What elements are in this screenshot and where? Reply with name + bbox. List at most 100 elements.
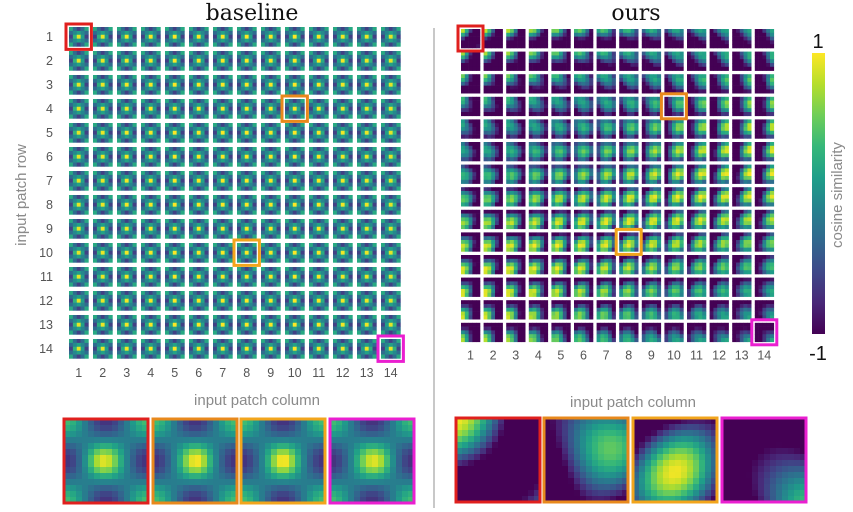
baseline-title: baseline: [206, 1, 299, 26]
heat-pixel: [372, 267, 377, 272]
heat-pixel: [72, 230, 78, 235]
heat-pixel: [248, 58, 253, 63]
heat-pixel: [176, 162, 181, 167]
heat-pixel: [220, 38, 225, 43]
heat-pixel: [300, 222, 305, 228]
heat-pixel: [357, 75, 362, 80]
heat-pixel: [96, 198, 102, 204]
heat-pixel: [368, 99, 373, 104]
heat-pixel: [344, 123, 349, 128]
heat-pixel: [344, 210, 349, 215]
heat-pixel: [372, 82, 377, 87]
heat-pixel: [348, 206, 353, 211]
heat-pixel: [152, 270, 157, 276]
heat-pixel: [108, 82, 113, 87]
heat-pixel: [156, 78, 161, 84]
patch-cell: [285, 219, 305, 239]
heat-pixel: [285, 134, 290, 139]
heat-pixel: [152, 123, 157, 128]
heat-pixel: [72, 99, 78, 104]
heat-pixel: [372, 134, 377, 139]
heat-pixel: [309, 270, 314, 276]
heat-pixel: [144, 102, 150, 108]
heat-pixel: [100, 150, 105, 156]
heat-pixel: [76, 82, 81, 87]
heat-pixel: [248, 234, 253, 239]
heat-pixel: [276, 243, 281, 248]
heat-pixel: [340, 150, 345, 156]
heat-pixel: [300, 158, 305, 163]
heat-pixel: [320, 58, 325, 63]
patch-cell: [381, 315, 401, 335]
heat-pixel: [76, 138, 81, 143]
heat-pixel: [224, 326, 229, 331]
heat-pixel: [189, 30, 194, 36]
heat-pixel: [76, 86, 81, 91]
heat-pixel: [141, 34, 146, 39]
heat-pixel: [172, 78, 177, 84]
patch-cell: [333, 195, 353, 215]
heat-pixel: [272, 267, 277, 272]
heat-pixel: [124, 38, 129, 43]
heat-pixel: [296, 243, 301, 248]
heat-pixel: [237, 58, 242, 63]
heat-pixel: [69, 126, 74, 132]
heat-pixel: [244, 106, 249, 111]
heat-pixel: [168, 270, 174, 276]
heat-pixel: [268, 234, 273, 239]
heat-pixel: [80, 198, 85, 204]
heat-pixel: [384, 123, 390, 128]
heat-pixel: [152, 62, 157, 67]
heat-pixel: [276, 315, 281, 320]
heat-pixel: [264, 254, 270, 259]
heat-pixel: [240, 82, 246, 87]
heat-pixel: [200, 66, 205, 71]
heat-pixel: [333, 230, 338, 235]
heat-pixel: [396, 198, 401, 204]
heat-pixel: [108, 298, 113, 303]
heat-pixel: [344, 282, 349, 287]
heat-pixel: [316, 267, 321, 272]
patch-cell: [309, 51, 329, 71]
heat-pixel: [120, 234, 126, 239]
heat-pixel: [72, 186, 78, 191]
heat-pixel: [104, 339, 109, 344]
heat-pixel: [364, 174, 369, 180]
heat-pixel: [124, 186, 129, 191]
heat-pixel: [80, 226, 85, 231]
heat-pixel: [213, 302, 218, 307]
heat-pixel: [172, 326, 177, 331]
heat-pixel: [240, 58, 246, 63]
heat-pixel: [224, 106, 229, 111]
heat-pixel: [276, 86, 281, 91]
heat-pixel: [272, 330, 277, 335]
heat-pixel: [357, 182, 362, 187]
heat-pixel: [368, 86, 373, 91]
heat-pixel: [344, 58, 349, 63]
heat-pixel: [96, 202, 102, 207]
heat-pixel: [396, 318, 401, 324]
heat-pixel: [156, 234, 161, 239]
heat-pixel: [165, 342, 170, 348]
heat-pixel: [261, 326, 266, 331]
heat-pixel: [117, 154, 122, 159]
heat-pixel: [189, 86, 194, 91]
heat-pixel: [76, 150, 81, 156]
heat-pixel: [309, 106, 314, 111]
heat-pixel: [108, 150, 113, 156]
heat-pixel: [261, 27, 266, 32]
heat-pixel: [264, 258, 270, 263]
heat-pixel: [213, 158, 218, 163]
heat-pixel: [80, 126, 85, 132]
heat-pixel: [141, 82, 146, 87]
heat-pixel: [268, 246, 273, 252]
heat-pixel: [324, 219, 329, 224]
heat-pixel: [108, 282, 113, 287]
heat-pixel: [309, 78, 314, 84]
heat-pixel: [312, 274, 318, 279]
heat-pixel: [252, 174, 257, 180]
patch-cell: [117, 243, 137, 263]
heat-pixel: [224, 267, 229, 272]
heat-pixel: [364, 270, 369, 276]
heat-pixel: [333, 178, 338, 183]
